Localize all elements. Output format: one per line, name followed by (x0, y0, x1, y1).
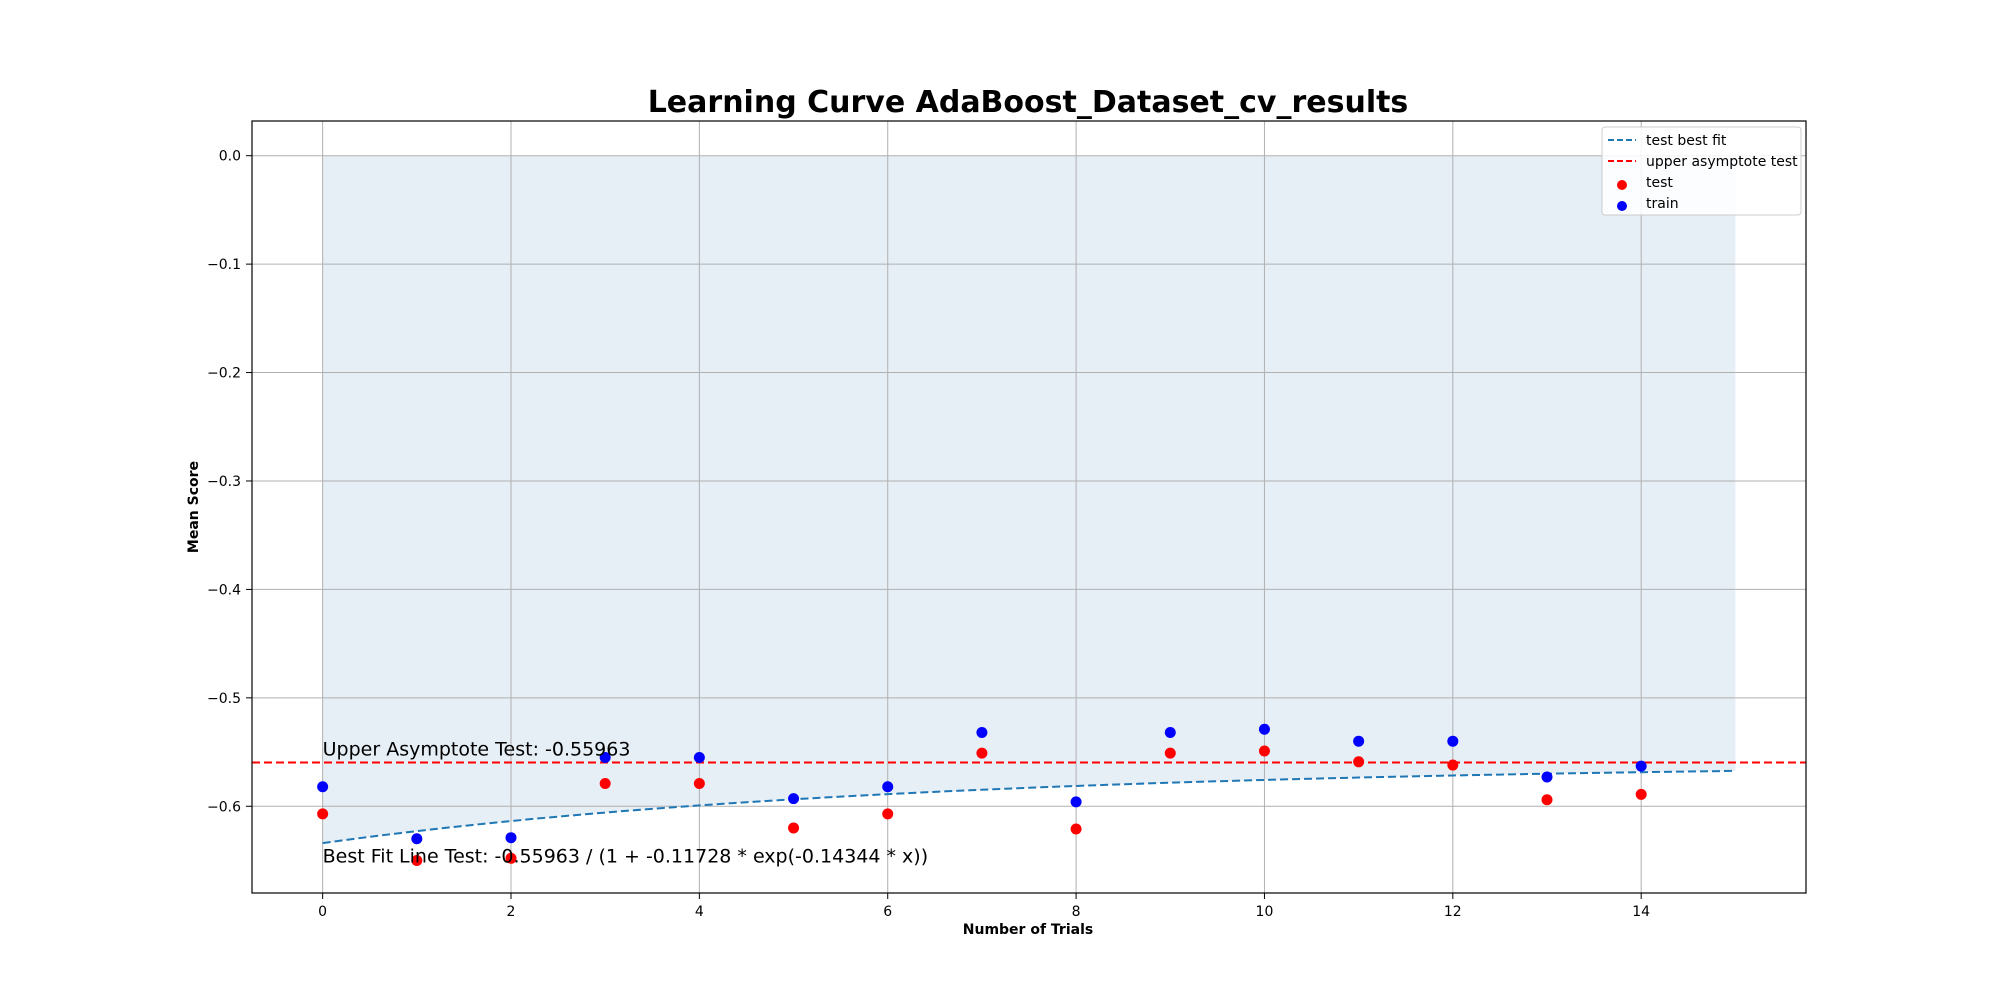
train-point (1447, 735, 1459, 747)
y-tick-label: −0.5 (207, 691, 241, 707)
train-point (317, 781, 329, 793)
confidence-fill-area (322, 155, 1736, 844)
x-tick-label: 8 (1072, 904, 1081, 920)
train-point (1541, 771, 1553, 783)
test-point (411, 854, 423, 866)
test-point (1447, 759, 1459, 771)
x-tick-label: 0 (318, 904, 327, 920)
x-axis-label: Number of Trials (963, 922, 1093, 938)
train-point (976, 727, 988, 739)
x-tick-label: 14 (1632, 904, 1650, 920)
legend-label: train (1646, 196, 1679, 212)
train-point (882, 781, 894, 793)
test-point (976, 747, 988, 759)
test-point (317, 808, 329, 820)
axes-frame (251, 120, 1807, 894)
train-point (411, 833, 423, 845)
x-tick-label: 12 (1444, 904, 1462, 920)
best-fit-line (322, 769, 1736, 845)
legend: test best fit upper asymptote test test tra… (1601, 126, 1802, 216)
test-point (505, 852, 517, 864)
y-tick-label: −0.6 (207, 799, 241, 815)
train-point (599, 751, 611, 763)
annotation-text: Upper Asymptote Test: -0.55963 (323, 738, 631, 760)
train-point (1164, 727, 1176, 739)
legend-box (1601, 126, 1802, 216)
legend-label: test (1646, 175, 1673, 191)
x-tick-label: 2 (507, 904, 516, 920)
chart-title: Learning Curve AdaBoost_Dataset_cv_resul… (648, 85, 1409, 120)
legend-dot-marker (1617, 201, 1627, 211)
train-point (505, 832, 517, 844)
train-point (788, 793, 800, 805)
y-axis-label: Mean Score (186, 461, 202, 553)
test-point (1353, 756, 1365, 768)
y-tick-label: 0.0 (219, 149, 241, 165)
y-tick-label: −0.2 (207, 366, 241, 382)
y-tick-label: −0.1 (207, 257, 241, 273)
train-point (1070, 796, 1082, 808)
test-point (1070, 823, 1082, 835)
y-tick-label: −0.4 (207, 582, 241, 598)
test-point (788, 822, 800, 834)
legend-label: upper asymptote test (1646, 154, 1798, 170)
train-point (1353, 735, 1365, 747)
test-point (1541, 794, 1553, 806)
x-tick-label: 6 (883, 904, 892, 920)
annotation-text: Best Fit Line Test: -0.55963 / (1 + -0.1… (323, 846, 928, 868)
legend-label: test best fit (1646, 133, 1727, 149)
x-tick-label: 4 (695, 904, 704, 920)
y-tick-label: −0.3 (207, 474, 241, 490)
train-point (1258, 723, 1270, 735)
test-point (1164, 747, 1176, 759)
test-point (599, 777, 611, 789)
test-point (693, 777, 705, 789)
train-point (693, 751, 705, 763)
test-point (1635, 788, 1647, 800)
legend-dot-marker (1617, 180, 1627, 190)
test-point (1258, 745, 1270, 757)
test-point (882, 808, 894, 820)
x-tick-label: 10 (1256, 904, 1274, 920)
train-point (1635, 760, 1647, 772)
plot-area: Upper Asymptote Test: -0.55963 Best Fit L… (207, 120, 1807, 920)
